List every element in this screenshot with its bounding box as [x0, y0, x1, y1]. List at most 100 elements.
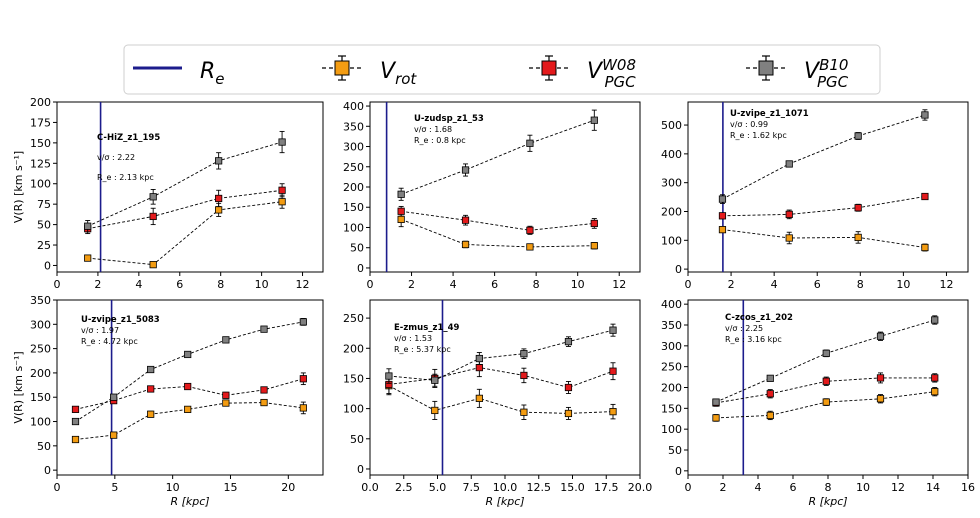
chart-panel: 0 2 4 6 8 10 12 0 100 200 300 400 500 U-zvipe_z1_1071…	[661, 101, 969, 291]
x-tick-label: 0	[367, 278, 374, 291]
x-tick-label: 12.5	[527, 481, 552, 494]
galaxy-name: C-HiZ_z1_195	[97, 133, 160, 143]
data-point	[278, 138, 286, 146]
legend-label-sup: W08	[602, 56, 636, 74]
data-point	[222, 399, 230, 407]
x-tick-label: 17.5	[594, 481, 619, 494]
data-point	[854, 204, 862, 212]
y-tick-label: 400	[343, 100, 364, 113]
galaxy-name: U-zvipe_z1_5083	[81, 315, 160, 325]
chart-panel: 0 2 4 6 8 10 12 14 16 0 50 100 150 200 250 300 350 400 R […	[661, 298, 975, 508]
x-axis-label: R [kpc]	[170, 495, 209, 508]
galaxy-info: v/σ : 0.99	[730, 120, 768, 129]
series-v-pgc-b10	[71, 318, 307, 426]
series-v-rot	[397, 211, 598, 251]
galaxy-name: E-zmus_z1_49	[394, 323, 460, 333]
galaxy-info: v/σ : 1.97	[81, 326, 119, 335]
galaxy-info: R_e : 0.8 kpc	[414, 136, 466, 145]
data-point	[854, 233, 862, 242]
data-point	[299, 375, 307, 383]
series-v-pgc-w08	[84, 183, 286, 235]
data-point	[931, 374, 939, 382]
y-tick-label: 100	[30, 178, 51, 191]
series-v-pgc-b10	[712, 315, 939, 406]
y-tick-label: 350	[661, 319, 682, 332]
y-tick-label: 150	[30, 137, 51, 150]
data-point	[520, 408, 528, 416]
legend-label-sub: e	[215, 70, 224, 88]
data-point	[822, 398, 830, 406]
legend-label-sub: rot	[395, 70, 417, 88]
series-v-pgc-w08	[385, 358, 617, 394]
y-tick-label: 200	[661, 205, 682, 218]
data-point	[184, 350, 192, 359]
data-point	[71, 417, 80, 426]
series-line	[722, 196, 925, 217]
y-tick-label: 0	[44, 259, 51, 272]
data-point	[921, 192, 929, 201]
data-point	[215, 157, 223, 165]
x-tick-label: 8	[533, 278, 540, 291]
x-tick-label: 15.0	[560, 481, 585, 494]
y-tick-label: 0	[357, 262, 364, 275]
y-tick-label: 50	[668, 444, 682, 457]
x-tick-label: 15	[223, 481, 237, 494]
y-tick-label: 50	[350, 433, 364, 446]
legend-label-sup: B10	[819, 56, 848, 74]
data-point	[718, 212, 727, 220]
y-tick-label: 300	[661, 340, 682, 353]
series-line	[87, 189, 283, 230]
series-line	[401, 210, 595, 231]
y-tick-label: 0	[675, 465, 682, 478]
data-point	[461, 166, 470, 174]
y-tick-label: 400	[661, 148, 682, 161]
data-point	[520, 350, 528, 358]
data-point	[147, 385, 155, 393]
galaxy-info: R_e : 3.16 kpc	[725, 335, 782, 344]
data-point	[431, 406, 439, 415]
data-point	[215, 194, 223, 203]
data-point	[766, 411, 774, 420]
y-tick-label: 25	[37, 239, 51, 252]
data-point	[590, 242, 598, 250]
y-tick-label: 300	[343, 141, 364, 154]
x-tick-label: 10	[571, 278, 585, 291]
data-point	[766, 390, 774, 398]
data-point	[149, 261, 157, 269]
x-tick-label: 7.5	[463, 481, 481, 494]
legend-marker	[758, 60, 774, 76]
data-point	[822, 377, 830, 385]
y-tick-label: 50	[37, 440, 51, 453]
x-tick-label: 8	[857, 278, 864, 291]
x-tick-label: 6	[790, 481, 797, 494]
data-point	[149, 193, 157, 201]
x-tick-label: 10.0	[493, 481, 518, 494]
data-point	[712, 398, 720, 406]
x-tick-label: 10	[255, 278, 269, 291]
data-point	[876, 374, 885, 382]
data-point	[609, 367, 617, 375]
data-point	[147, 365, 155, 374]
y-tick-label: 75	[37, 198, 51, 211]
data-point	[184, 405, 192, 413]
y-tick-label: 500	[661, 119, 682, 132]
galaxy-info: R_e : 2.13 kpc	[97, 173, 154, 182]
data-point	[260, 398, 268, 407]
data-point	[84, 254, 92, 262]
data-point	[385, 372, 393, 380]
galaxy-info: v/σ : 1.53	[394, 334, 432, 343]
y-tick-label: 100	[661, 423, 682, 436]
series-line	[87, 201, 283, 266]
y-tick-label: 150	[343, 201, 364, 214]
data-point	[397, 215, 405, 223]
data-point	[564, 383, 573, 392]
data-point	[260, 325, 268, 333]
galaxy-name: C-zcos_z1_202	[725, 313, 793, 323]
data-point	[526, 226, 534, 234]
legend-label-sub: PGC	[604, 73, 636, 91]
galaxy-name: U-zudsp_z1_53	[414, 114, 484, 124]
x-axis-label: R [kpc]	[485, 495, 524, 508]
data-point	[299, 404, 307, 412]
y-tick-label: 200	[30, 367, 51, 380]
